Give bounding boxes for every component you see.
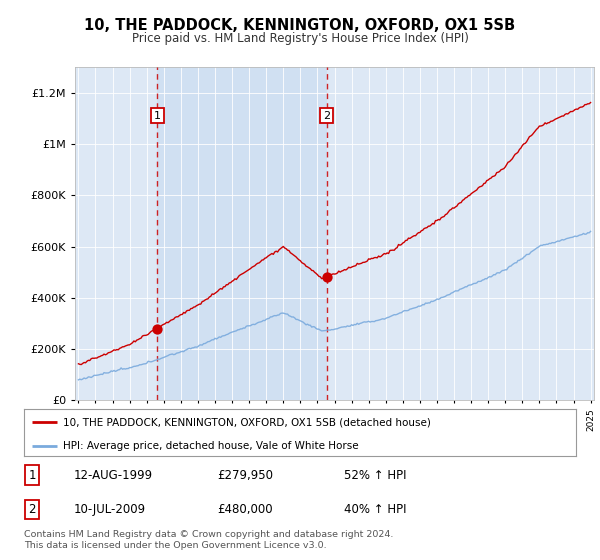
- Text: 10-JUL-2009: 10-JUL-2009: [74, 503, 146, 516]
- Text: £279,950: £279,950: [217, 469, 273, 482]
- Text: £480,000: £480,000: [217, 503, 273, 516]
- Text: 1: 1: [154, 110, 161, 120]
- Text: 2: 2: [323, 110, 330, 120]
- Point: [152, 324, 162, 333]
- Text: Price paid vs. HM Land Registry's House Price Index (HPI): Price paid vs. HM Land Registry's House …: [131, 32, 469, 45]
- Text: 1: 1: [29, 469, 36, 482]
- Text: 52% ↑ HPI: 52% ↑ HPI: [344, 469, 407, 482]
- Text: 10, THE PADDOCK, KENNINGTON, OXFORD, OX1 5SB: 10, THE PADDOCK, KENNINGTON, OXFORD, OX1…: [85, 18, 515, 33]
- Point: [322, 273, 331, 282]
- Text: Contains HM Land Registry data © Crown copyright and database right 2024.
This d: Contains HM Land Registry data © Crown c…: [24, 530, 394, 550]
- Text: 12-AUG-1999: 12-AUG-1999: [74, 469, 153, 482]
- Text: 2: 2: [29, 503, 36, 516]
- Text: HPI: Average price, detached house, Vale of White Horse: HPI: Average price, detached house, Vale…: [62, 441, 358, 451]
- Text: 40% ↑ HPI: 40% ↑ HPI: [344, 503, 407, 516]
- Bar: [157, 67, 326, 400]
- Text: 10, THE PADDOCK, KENNINGTON, OXFORD, OX1 5SB (detached house): 10, THE PADDOCK, KENNINGTON, OXFORD, OX1…: [62, 417, 431, 427]
